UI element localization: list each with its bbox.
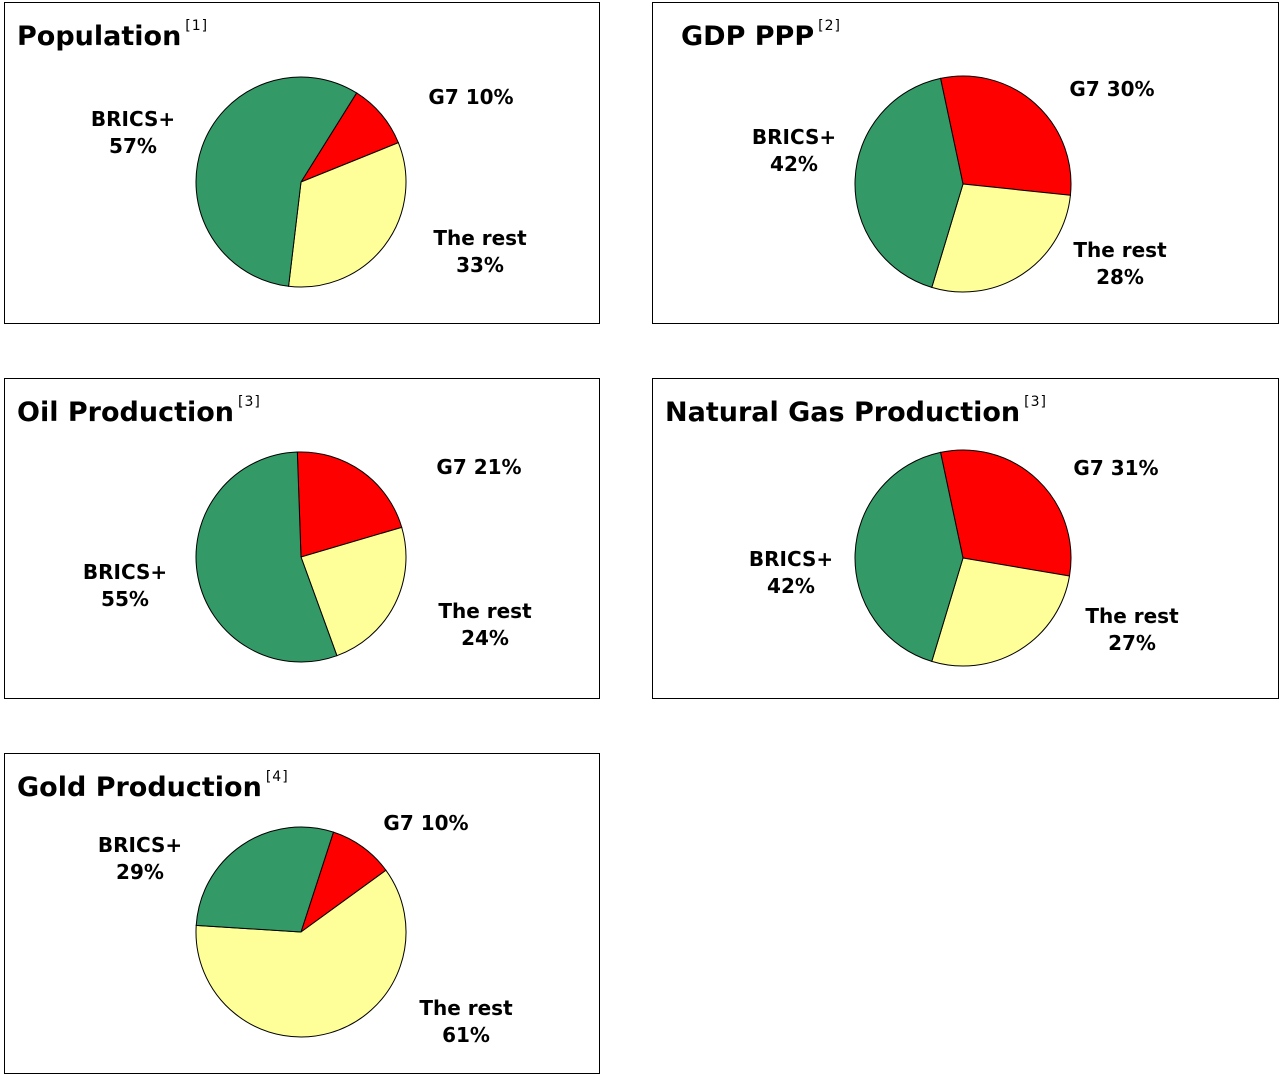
pie-slice-g7 xyxy=(939,75,1072,196)
pie-slice-the-rest xyxy=(931,557,1071,667)
slice-label-rest: The rest 33% xyxy=(433,226,527,277)
slice-label-g7: G7 10% xyxy=(428,85,514,109)
chart-footnote: [2] xyxy=(818,18,841,34)
pie-slice-g7 xyxy=(296,451,403,558)
pie-svg xyxy=(195,826,407,1038)
pie-svg xyxy=(195,76,407,288)
pie-slice-the-rest xyxy=(300,526,407,657)
chart-title: GDP PPP [2] xyxy=(681,18,841,52)
slice-label-rest: The rest 24% xyxy=(438,599,532,650)
chart-title: Natural Gas Production [3] xyxy=(665,394,1047,428)
slice-label-g7: G7 31% xyxy=(1073,456,1159,480)
pie-slice-brics xyxy=(854,77,964,289)
chart-panel-population: Population [1] BRICS+ 57% G7 10% The rest 3… xyxy=(4,2,600,324)
chart-panel-gdp-ppp: GDP PPP [2] BRICS+ 42% G7 30% The rest 28% xyxy=(652,2,1279,324)
chart-footnote: [3] xyxy=(238,394,261,410)
slice-label-rest: The rest 27% xyxy=(1085,604,1179,655)
slice-label-g7: G7 10% xyxy=(383,811,469,835)
pie-svg xyxy=(854,75,1072,293)
chart-title: Population [1] xyxy=(17,18,209,52)
chart-footnote: [4] xyxy=(265,769,289,785)
chart-title: Gold Production [4] xyxy=(17,769,289,803)
slice-label-brics: BRICS+ 57% xyxy=(90,107,176,158)
slice-label-brics: BRICS+ 42% xyxy=(751,125,837,176)
slice-label-rest: The rest 28% xyxy=(1073,238,1167,289)
pie-slice-the-rest xyxy=(931,183,1071,293)
chart-panel-natural-gas-production: Natural Gas Production [3] BRICS+ 42% G7 3… xyxy=(652,378,1279,699)
pie-slice-g7 xyxy=(939,449,1072,577)
pie-slice-brics xyxy=(195,826,335,933)
pie-slice-the-rest xyxy=(288,142,407,288)
pie-slice-brics xyxy=(195,76,358,287)
slice-label-rest: The rest 61% xyxy=(419,996,513,1047)
slice-label-brics: BRICS+ 42% xyxy=(748,547,834,598)
slice-label-brics: BRICS+ 55% xyxy=(82,560,168,611)
chart-panel-gold-production: Gold Production [4] BRICS+ 29% G7 10% The … xyxy=(4,753,600,1074)
pie-slice-the-rest xyxy=(195,869,407,1038)
pie-svg xyxy=(195,451,407,663)
slice-label-g7: G7 21% xyxy=(436,455,522,479)
pie-slice-brics xyxy=(854,451,964,663)
pie-slice-brics xyxy=(195,451,338,663)
chart-footnote: [1] xyxy=(185,18,209,34)
slice-label-brics: BRICS+ 29% xyxy=(97,833,183,884)
slice-label-g7: G7 30% xyxy=(1069,77,1155,101)
chart-panel-oil-production: Oil Production [3] BRICS+ 55% G7 21% The r… xyxy=(4,378,600,699)
chart-title: Oil Production [3] xyxy=(17,394,261,428)
pie-svg xyxy=(854,449,1072,667)
chart-footnote: [3] xyxy=(1024,394,1047,410)
